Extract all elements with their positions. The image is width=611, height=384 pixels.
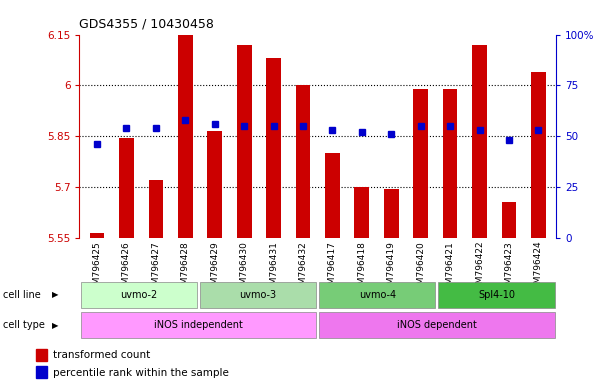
Bar: [237, 45, 252, 238]
Text: GDS4355 / 10430458: GDS4355 / 10430458: [79, 17, 214, 30]
Bar: [296, 85, 310, 238]
Bar: [472, 45, 487, 238]
Text: iNOS dependent: iNOS dependent: [397, 320, 477, 331]
Bar: [36, 366, 47, 379]
Text: ▶: ▶: [51, 321, 58, 330]
Bar: [90, 233, 104, 238]
Text: uvmo-3: uvmo-3: [240, 290, 277, 300]
Bar: [119, 138, 134, 238]
Bar: [384, 189, 398, 238]
Text: transformed count: transformed count: [53, 350, 150, 360]
Text: uvmo-2: uvmo-2: [120, 290, 158, 300]
Bar: [319, 282, 436, 308]
Bar: [81, 282, 197, 308]
Bar: [319, 313, 555, 338]
Bar: [354, 187, 369, 238]
Bar: [502, 202, 516, 238]
Text: iNOS independent: iNOS independent: [154, 320, 243, 331]
Text: percentile rank within the sample: percentile rank within the sample: [53, 367, 229, 377]
Bar: [413, 89, 428, 238]
Bar: [148, 180, 163, 238]
Text: cell type: cell type: [3, 320, 45, 331]
Bar: [178, 35, 192, 238]
Text: uvmo-4: uvmo-4: [359, 290, 396, 300]
Bar: [266, 58, 281, 238]
Text: ▶: ▶: [51, 290, 58, 299]
Bar: [438, 282, 555, 308]
Bar: [200, 282, 316, 308]
Bar: [36, 349, 47, 361]
Bar: [443, 89, 458, 238]
Bar: [81, 313, 316, 338]
Text: Spl4-10: Spl4-10: [478, 290, 515, 300]
Bar: [531, 72, 546, 238]
Bar: [207, 131, 222, 238]
Text: cell line: cell line: [3, 290, 41, 300]
Bar: [325, 153, 340, 238]
